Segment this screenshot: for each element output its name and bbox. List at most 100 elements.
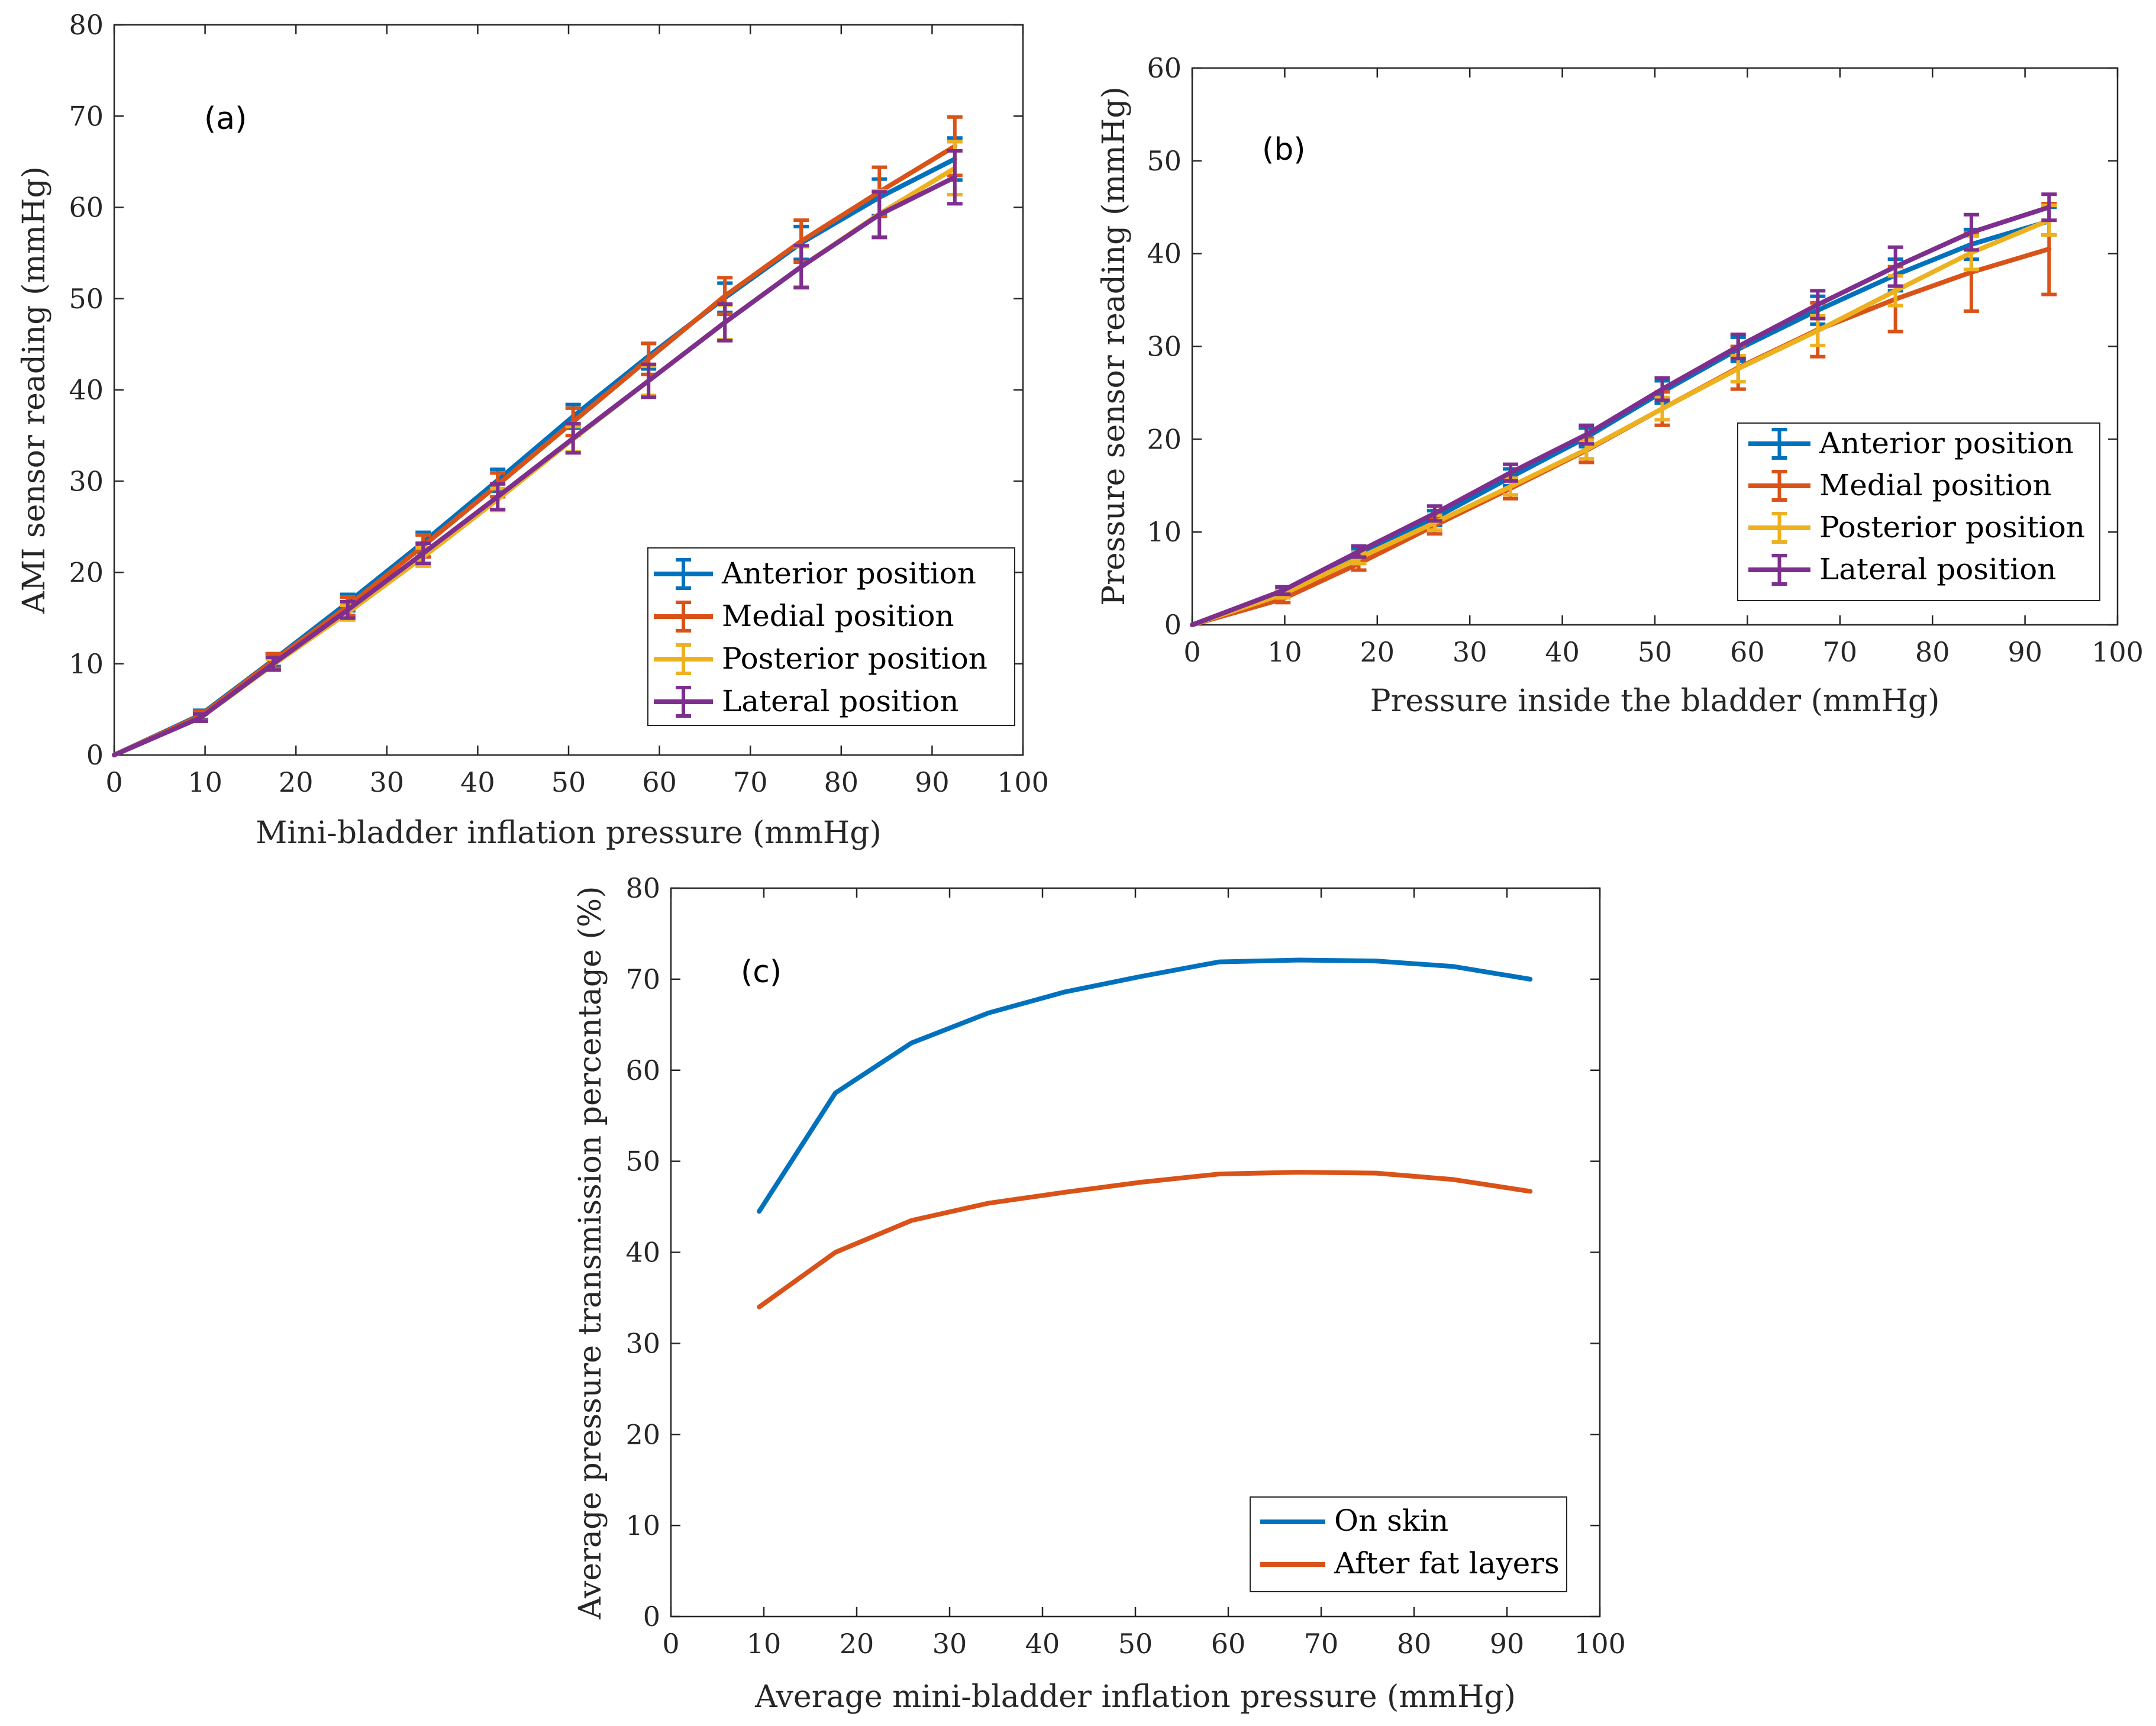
x-tick-label: 60 (1730, 636, 1765, 668)
x-tick-label: 30 (370, 766, 405, 798)
panel-a-legend-label: Lateral position (722, 684, 958, 718)
y-tick-label: 20 (69, 557, 104, 589)
y-tick-label: 40 (1147, 238, 1182, 270)
x-tick-label: 60 (1211, 1628, 1246, 1660)
panel-a-legend: Anterior position Medial position Poster… (647, 547, 1015, 726)
x-tick-label: 90 (1490, 1628, 1525, 1660)
x-tick-label: 30 (932, 1628, 967, 1660)
x-tick-label: 80 (824, 766, 859, 798)
x-tick-label: 0 (662, 1628, 679, 1660)
y-tick-label: 40 (69, 374, 104, 406)
panel-b-legend: Anterior position Medial position Poster… (1737, 422, 2100, 601)
x-tick-label: 40 (460, 766, 495, 798)
panel-a-legend-marks (654, 558, 713, 718)
x-tick-label: 100 (997, 766, 1049, 798)
series-line-2 (757, 1170, 1533, 1309)
x-tick-label: 100 (2092, 636, 2144, 668)
x-tick-label: 70 (733, 766, 768, 798)
y-tick-label: 20 (1147, 423, 1182, 455)
panel-c-y-axis-label: Average pressure transmission percentage… (573, 886, 608, 1620)
panel-b-series (1190, 192, 2057, 627)
x-tick-label: 0 (1183, 636, 1200, 668)
panel-b-legend-label: Anterior position (1819, 426, 2074, 460)
y-tick-label: 30 (625, 1327, 660, 1359)
panel-a-x-axis-label: Mini-bladder inflation pressure (mmHg) (256, 815, 882, 851)
series-line-1 (757, 957, 1533, 1214)
x-tick-label: 50 (1638, 636, 1673, 668)
x-tick-label: 90 (915, 766, 950, 798)
x-tick-label: 20 (1360, 636, 1395, 668)
y-tick-label: 10 (69, 648, 104, 680)
panel-b-y-axis-label: Pressure sensor reading (mmHg) (1096, 86, 1132, 606)
x-tick-label: 90 (2007, 636, 2042, 668)
y-tick-label: 50 (625, 1146, 660, 1177)
series-line-3 (1190, 218, 2052, 627)
x-tick-label: 40 (1545, 636, 1580, 668)
panel-a-legend-label: Anterior position (721, 556, 976, 591)
x-tick-label: 100 (1574, 1628, 1626, 1660)
y-tick-label: 60 (1147, 52, 1182, 84)
x-tick-label: 70 (1823, 636, 1858, 668)
panel-a-ticks: 0 10 20 30 40 50 60 70 80 90 100 0 10 20 30 40 50 60 70 80 (69, 9, 1048, 798)
y-tick-label: 30 (69, 465, 104, 497)
y-tick-label: 50 (69, 283, 104, 315)
panel-a-legend-box (647, 547, 1015, 726)
y-tick-label: 10 (625, 1509, 660, 1541)
panel-c-legend-label: On skin (1334, 1504, 1448, 1538)
y-tick-label: 0 (86, 739, 104, 771)
panel-c-series (757, 957, 1533, 1309)
y-tick-label: 60 (625, 1054, 660, 1086)
x-tick-label: 80 (1915, 636, 1950, 668)
panel-c-legend-box (1250, 1496, 1567, 1592)
x-tick-label: 0 (105, 766, 122, 798)
y-tick-label: 80 (625, 872, 660, 904)
panel-b-legend-label: Lateral position (1819, 552, 2056, 586)
panel-c-plot-area (670, 887, 1601, 1618)
panel-b-x-axis-label: Pressure inside the bladder (mmHg) (1370, 683, 1940, 719)
panel-b-legend-marks (1748, 428, 1810, 586)
y-tick-label: 0 (1164, 609, 1182, 641)
y-tick-label: 70 (69, 100, 104, 132)
x-tick-label: 10 (1267, 636, 1302, 668)
x-tick-label: 80 (1397, 1628, 1432, 1660)
x-tick-label: 50 (551, 766, 586, 798)
y-tick-label: 10 (1147, 516, 1182, 548)
series-line-4 (1190, 205, 2052, 627)
y-tick-label: 80 (69, 9, 104, 41)
panel-c-x-axis-label: Average mini-bladder inflation pressure … (754, 1679, 1516, 1715)
series-line-4 (112, 175, 957, 757)
panel-c-legend-marks (1260, 1519, 1325, 1567)
panel-a-y-axis-label: AMI sensor reading (mmHg) (17, 166, 52, 614)
y-tick-label: 70 (625, 963, 660, 995)
panel-a-annotation: (a) (204, 101, 247, 137)
panel-a: 0 10 20 30 40 50 60 70 80 90 10001020304050607080 … (17, 9, 1049, 851)
y-tick-label: 60 (69, 192, 104, 224)
panel-c-ticks: 0 10 20 30 40 50 60 70 80 90 100 0 10 20 30 40 50 60 70 80 (625, 872, 1625, 1660)
panel-b-legend-label: Posterior position (1819, 510, 2085, 544)
x-tick-label: 10 (747, 1628, 782, 1660)
panel-a-legend-label: Medial position (722, 599, 954, 633)
x-tick-label: 30 (1453, 636, 1487, 668)
y-tick-label: 50 (1147, 145, 1182, 177)
x-tick-label: 20 (840, 1628, 874, 1660)
x-tick-label: 40 (1025, 1628, 1060, 1660)
y-tick-label: 0 (643, 1601, 660, 1633)
y-tick-label: 20 (625, 1418, 660, 1450)
y-tick-label: 30 (1147, 331, 1182, 363)
panel-c-legend: On skin After fat layers (1250, 1496, 1567, 1592)
x-tick-label: 10 (188, 766, 222, 798)
panel-c: 0 10 20 30 40 50 60 70 80 90 10001020304050607080 … (573, 872, 1626, 1715)
x-tick-label: 70 (1304, 1628, 1339, 1660)
panel-c-legend-label: After fat layers (1334, 1546, 1560, 1580)
y-tick-label: 40 (625, 1237, 660, 1269)
panel-b-ticks: 0 10 20 30 40 50 60 70 80 90 100 0 10 20 30 40 50 60 (1147, 52, 2143, 668)
panel-a-legend-label: Posterior position (722, 641, 987, 676)
x-tick-label: 60 (642, 766, 677, 798)
panel-b-legend-label: Medial position (1819, 468, 2052, 502)
panel-b-annotation: (b) (1262, 132, 1306, 167)
x-tick-label: 50 (1118, 1628, 1153, 1660)
panel-a-series (112, 115, 963, 757)
x-tick-label: 20 (279, 766, 314, 798)
